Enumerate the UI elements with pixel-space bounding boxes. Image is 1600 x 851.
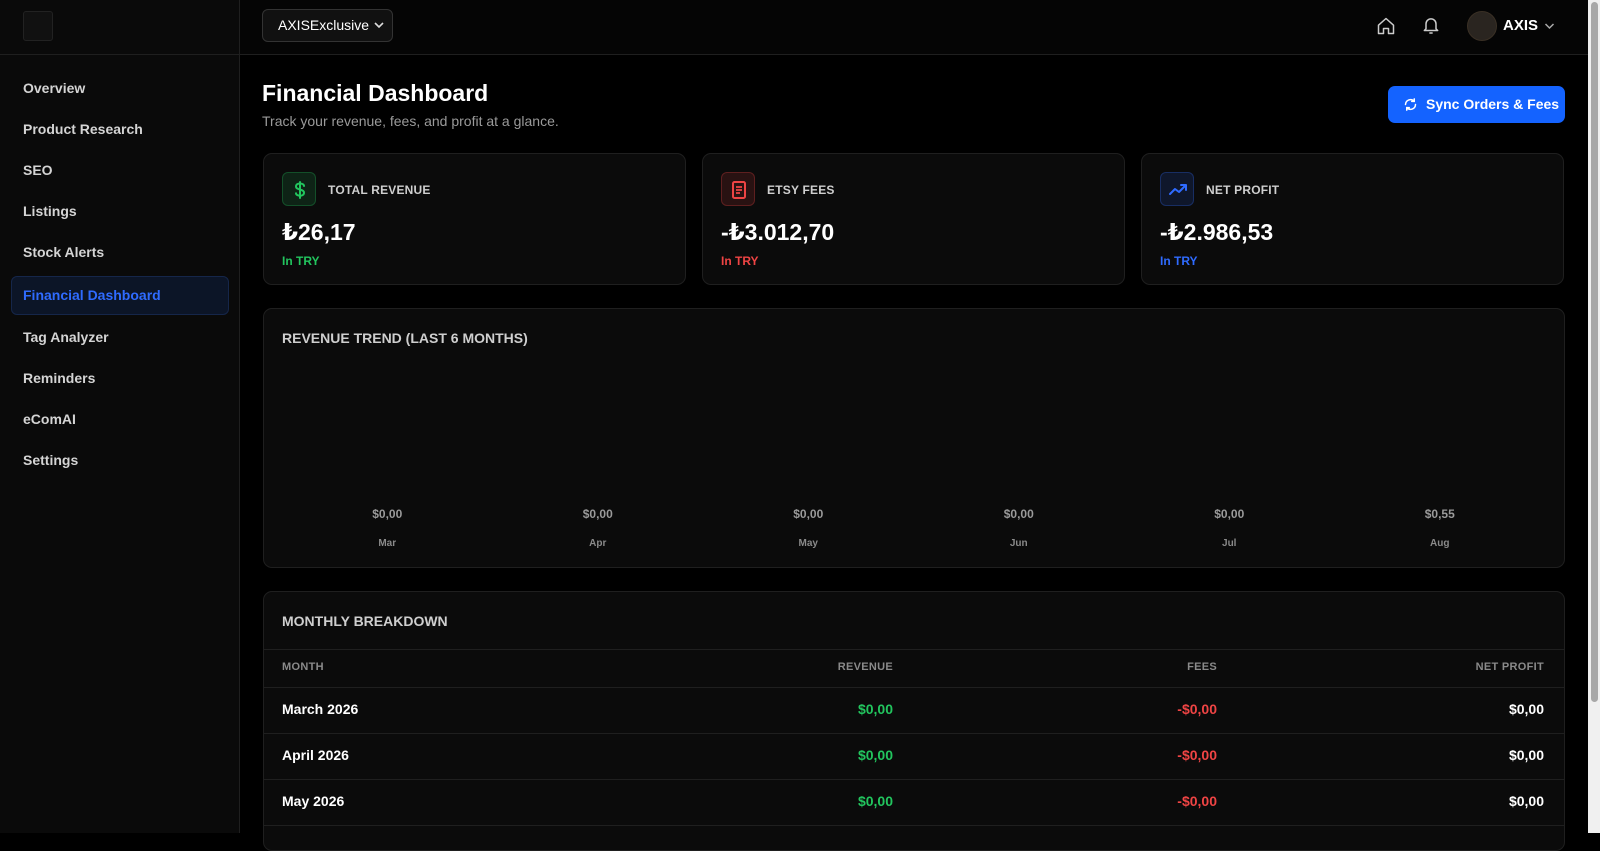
table-header: FEES [1187, 661, 1217, 673]
page-title: Financial Dashboard [262, 80, 489, 106]
user-chevron[interactable] [1544, 22, 1555, 30]
stat-card: ETSY FEES -₺3.012,70 In TRY [702, 153, 1125, 285]
table-cell: $0,00 [857, 793, 893, 809]
table-cell: March 2026 [282, 701, 359, 717]
logo-area [0, 0, 240, 55]
card-label: ETSY FEES [767, 183, 835, 197]
card-note: In TRY [1160, 254, 1198, 268]
nav-item[interactable]: Overview [23, 80, 86, 96]
card-glyph [1169, 184, 1187, 195]
nav-item[interactable]: Product Research [23, 121, 143, 137]
table-cell: $0,00 [857, 747, 893, 763]
bar-value-label: $0,00 [1003, 507, 1034, 521]
bar-value-label: $0,00 [793, 507, 824, 521]
month-label: Mar [378, 538, 397, 549]
page-subtitle: Track your revenue, fees, and profit at … [262, 113, 559, 129]
store-select[interactable]: AXISExclusive [262, 9, 393, 42]
month-label: Apr [589, 538, 607, 549]
table-cell: $0,00 [1508, 747, 1544, 763]
nav-item[interactable]: Listings [23, 203, 77, 219]
card-value: ₺26,17 [282, 219, 356, 245]
card-icon [1160, 172, 1194, 206]
stat-card: TOTAL REVENUE ₺26,17 In TRY [263, 153, 686, 285]
card-glyph [732, 181, 746, 199]
nav-item[interactable]: eComAI [23, 411, 76, 427]
table-cell: -$0,00 [1177, 793, 1217, 809]
nav-item[interactable]: SEO [23, 162, 53, 178]
table-cell: -$0,00 [1177, 747, 1217, 763]
chevron [374, 22, 384, 29]
card-icon [282, 172, 316, 206]
card-note: In TRY [282, 254, 320, 268]
table-cell: -$0,00 [1177, 701, 1217, 717]
trend-panel: REVENUE TREND (LAST 6 MONTHS) $0,00 Mar $0,… [263, 308, 1565, 568]
stat-card: NET PROFIT -₺2.986,53 In TRY [1141, 153, 1564, 285]
card-value: -₺3.012,70 [721, 219, 835, 245]
table-cell: $0,00 [857, 701, 893, 717]
bar-value-label: $0,00 [372, 507, 403, 521]
sidebar: Overview Product Research SEO Listings Stock… [0, 0, 240, 833]
card-value: -₺2.986,53 [1160, 219, 1274, 245]
row-divider [264, 825, 1564, 826]
breakdown-panel: MONTHLY BREAKDOWN MONTH REVENUE FEES NET PRO… [263, 591, 1565, 851]
bar-value-label: $0,00 [582, 507, 613, 521]
month-label: May [798, 538, 818, 549]
sync-button[interactable]: Sync Orders & Fees [1388, 86, 1565, 123]
table-title: MONTHLY BREAKDOWN [282, 613, 448, 629]
bar-value-label: $0,00 [1214, 507, 1245, 521]
table-cell: April 2026 [282, 747, 349, 763]
nav-item[interactable]: Stock Alerts [23, 244, 105, 260]
nav-item[interactable]: Financial Dashboard [11, 276, 229, 315]
bell-icon[interactable] [1421, 15, 1441, 36]
row-divider [264, 733, 1564, 734]
card-note: In TRY [721, 254, 759, 268]
logo[interactable] [23, 11, 53, 41]
nav-item[interactable]: Reminders [23, 370, 96, 386]
card-glyph [294, 181, 306, 199]
topbar: AXISExclusive AXIS [240, 0, 1588, 55]
divider [264, 649, 1564, 650]
table-header: MONTH [282, 661, 324, 673]
month-label: Aug [1430, 538, 1450, 549]
scrollbar-thumb[interactable] [1591, 2, 1598, 702]
avatar[interactable] [1467, 11, 1497, 41]
divider [264, 687, 1564, 688]
sync-label: Sync Orders & Fees [1426, 96, 1560, 112]
sync-icon [1404, 98, 1417, 111]
bar-value-label: $0,55 [1424, 507, 1455, 521]
table-cell: $0,00 [1508, 701, 1544, 717]
trend-title: REVENUE TREND (LAST 6 MONTHS) [282, 330, 528, 346]
table-header: NET PROFIT [1475, 661, 1544, 673]
month-label: Jul [1222, 538, 1237, 549]
nav-item[interactable]: Settings [23, 452, 79, 468]
month-label: Jun [1009, 538, 1028, 549]
table-cell: May 2026 [282, 793, 345, 809]
card-label: NET PROFIT [1206, 183, 1280, 197]
table-header: REVENUE [837, 661, 893, 673]
row-divider [264, 779, 1564, 780]
table-cell: $0,00 [1508, 793, 1544, 809]
user-name[interactable]: AXIS [1503, 17, 1539, 34]
home-icon[interactable] [1376, 16, 1396, 36]
card-label: TOTAL REVENUE [328, 183, 431, 197]
card-icon [721, 172, 755, 206]
store-name: AXISExclusive [278, 17, 370, 33]
nav-item[interactable]: Tag Analyzer [23, 329, 109, 345]
